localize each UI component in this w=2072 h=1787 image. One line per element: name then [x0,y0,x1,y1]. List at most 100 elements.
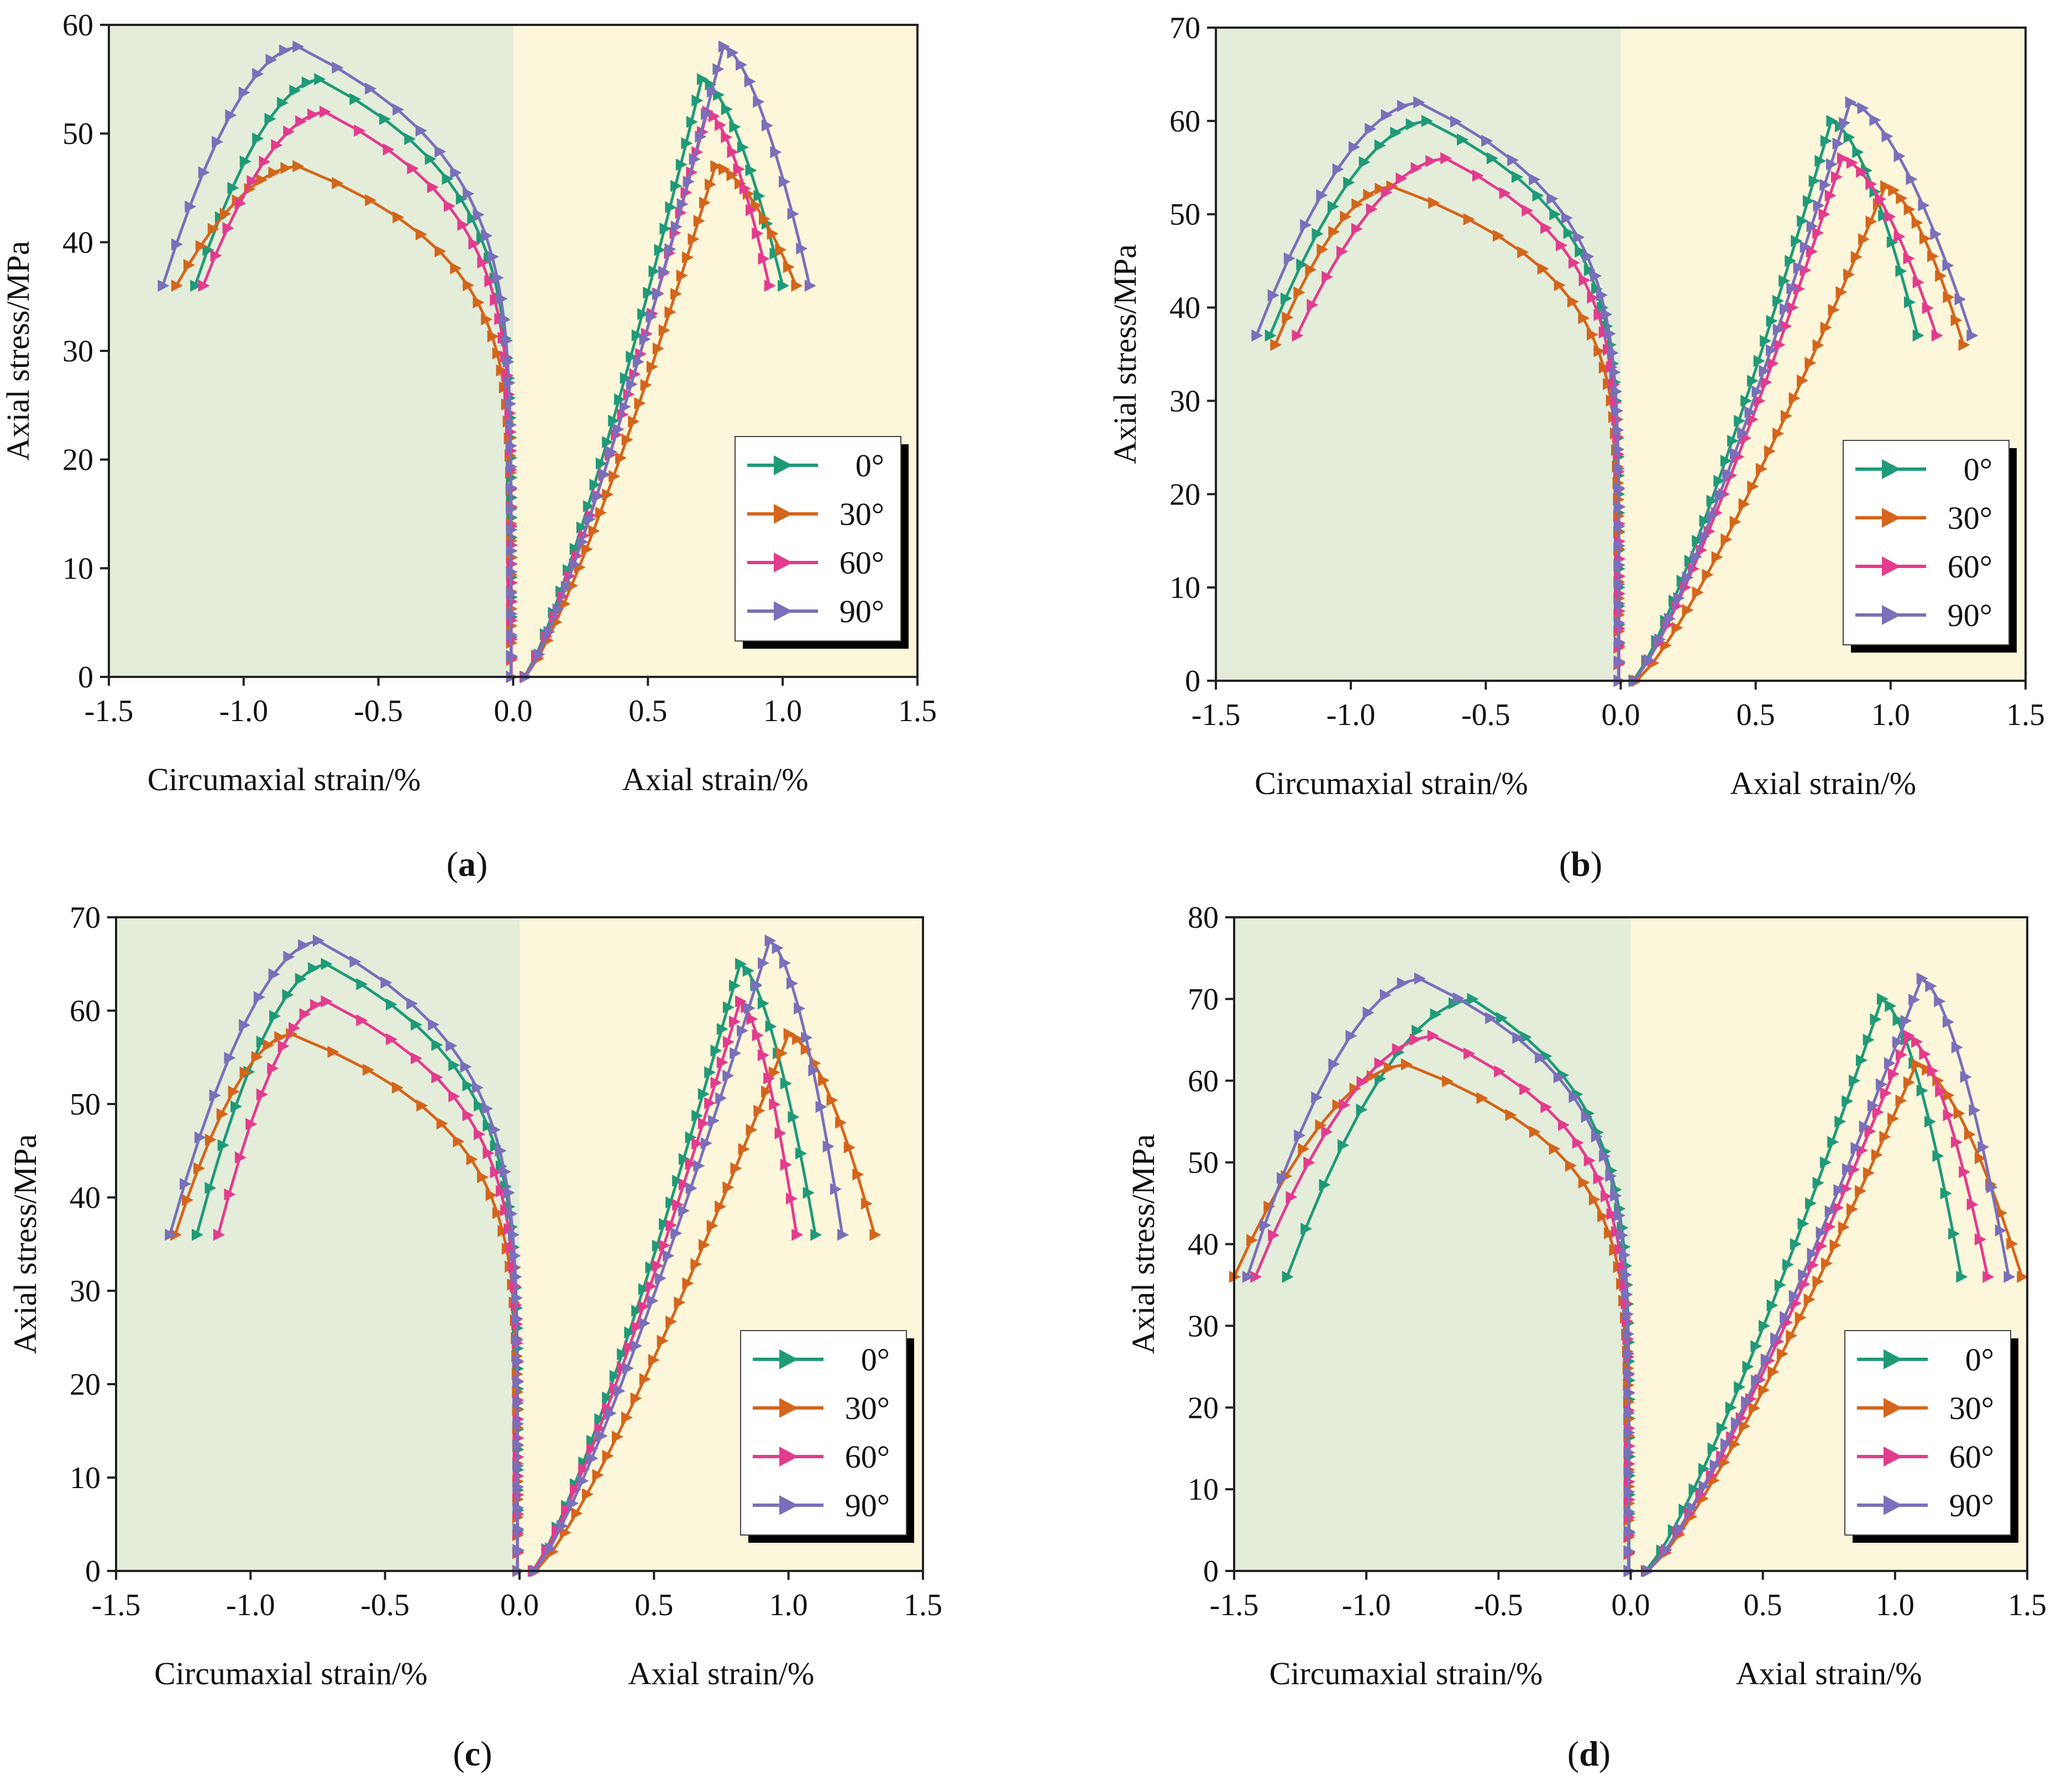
data-point [1797,214,1809,227]
data-point [1565,1159,1577,1172]
data-point [1766,314,1778,327]
data-point [1307,298,1319,311]
data-point [837,1228,849,1241]
data-point [1598,361,1611,374]
data-point [1819,1156,1832,1169]
x-axis-title-circumaxial: Circumaxial strain/% [148,761,421,797]
data-point [1855,1185,1867,1197]
data-point [1519,1083,1531,1096]
data-point [592,1469,604,1481]
data-point [1356,1103,1368,1116]
data-point [602,488,614,501]
legend-swatch-marker [779,1398,798,1418]
data-point [1772,323,1785,336]
data-point [1960,1071,1972,1083]
data-point [158,280,170,292]
data-point [1888,184,1900,197]
data-point [1948,1227,1960,1240]
y-tick-label: 30 [70,1274,101,1308]
data-point [462,1079,474,1092]
data-point [1848,1163,1860,1176]
legend-swatch-marker [774,504,793,524]
data-point [1996,1207,2008,1220]
data-point [1614,1209,1625,1222]
data-point [468,238,480,250]
data-point [645,1261,657,1274]
data-point [256,1036,268,1048]
data-point [664,306,676,318]
data-point [582,1488,594,1501]
series-group [158,40,816,683]
data-point [1300,219,1312,232]
data-point [1806,220,1818,233]
data-point [268,968,280,981]
data-point [1911,1036,1923,1048]
chart-panel-d: -1.5 -1.0 -0.5 0.0 0.5 1.0 1.5 0 10 20 30 40 50 60 70 8… [1125,901,2047,1773]
data-point [1374,139,1386,152]
data-point [349,955,361,968]
data-point [746,204,758,217]
data-point [1463,1047,1476,1060]
data-point [1893,230,1906,243]
data-point [1856,165,1868,178]
data-point [1850,250,1863,263]
data-point [1977,1140,1990,1153]
data-point [1425,155,1438,167]
data-point [1673,592,1685,605]
data-point [1770,1332,1782,1344]
data-point [1507,154,1519,166]
data-point [775,244,787,256]
data-point [1575,245,1587,258]
data-point [1591,1130,1603,1143]
data-point [505,439,517,452]
data-point [2003,1270,2016,1283]
data-point [434,245,447,257]
y-tick-label: 30 [1169,384,1200,418]
data-point [1865,178,1877,191]
data-point [1790,1238,1802,1250]
data-point [1772,427,1784,440]
data-point [1865,216,1877,228]
data-point [198,280,210,292]
data-point [1250,1270,1262,1283]
data-point [1593,345,1606,358]
data-point [477,1171,489,1184]
data-point [767,227,779,240]
data-point [182,1194,193,1206]
data-point [1613,482,1625,494]
data-point [1400,1058,1413,1071]
data-point [1734,414,1746,427]
data-point [1549,1143,1561,1155]
data-point [497,1224,510,1237]
panel-caption: (a) [447,844,488,884]
data-point [1698,1480,1711,1492]
data-point [506,502,518,515]
data-point [1457,133,1468,146]
data-point [1613,597,1625,610]
y-tick-label: 60 [70,994,101,1028]
data-point [652,342,664,355]
data-point [567,1497,579,1510]
data-point [1716,1422,1728,1434]
data-point [1767,357,1779,370]
data-point [500,1165,511,1178]
data-point [1820,135,1832,147]
data-point [718,163,730,176]
data-point [699,1239,710,1251]
data-point [1315,1119,1327,1132]
data-point [1699,514,1711,527]
data-point [612,423,625,435]
data-point [431,1071,443,1084]
data-point [1870,1013,1882,1026]
data-point [406,997,418,1010]
data-point [1774,1279,1786,1291]
data-point [198,166,210,178]
data-point [570,1483,581,1496]
data-point [1895,1094,1907,1107]
data-point [1755,462,1767,475]
data-point [678,1178,690,1191]
data-point [292,40,305,53]
data-point [1903,1029,1915,1042]
data-point [1397,99,1409,112]
data-point [1786,1329,1798,1342]
